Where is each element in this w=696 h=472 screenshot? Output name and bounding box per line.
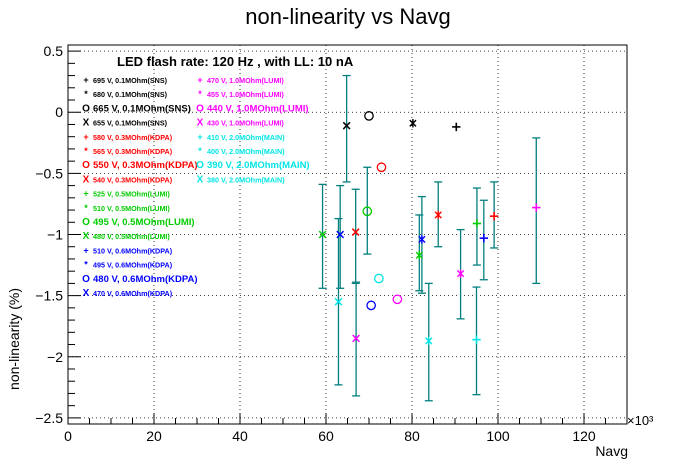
circle-marker xyxy=(364,111,374,121)
y-tick-label: −2 xyxy=(47,349,63,365)
legend-marker: + xyxy=(197,132,202,142)
legend-marker: X xyxy=(197,174,204,185)
legend-label: 680 V, 0.1MOhm(SNS) xyxy=(93,90,168,99)
cross-marker-b xyxy=(352,334,360,343)
legend-marker: * xyxy=(198,89,202,99)
legend-marker: O xyxy=(196,160,204,171)
circle-marker xyxy=(366,300,376,311)
y-tick-label: −0.5 xyxy=(35,165,63,181)
legend: +695 V, 0.1MOhm(SNS) * 680 V, 0.1MOhm(SNS)… xyxy=(82,75,309,299)
x-tick-label: 80 xyxy=(404,428,420,444)
legend-label: 480 V, 0.5MOhm(LUMI) xyxy=(93,232,170,241)
legend-marker: O xyxy=(82,160,90,171)
legend-marker: * xyxy=(84,89,88,99)
x-tick-label: 0 xyxy=(64,428,72,444)
legend-marker: * xyxy=(84,146,88,156)
legend-label: 540 V, 0.3MOhm(KDPA) xyxy=(93,175,173,184)
legend-marker: + xyxy=(83,245,88,255)
legend-marker: * xyxy=(84,203,88,213)
error-bars xyxy=(318,74,541,402)
legend-marker: O xyxy=(196,103,204,114)
cross-marker-b xyxy=(351,228,360,236)
legend-marker: O xyxy=(82,274,90,285)
legend-label: 510 V, 0.5MOhm(LUMI) xyxy=(93,204,170,213)
legend-marker: O xyxy=(82,103,90,114)
legend-label: 550 V, 0.3MOhm(KDPA) xyxy=(93,160,198,171)
data-markers xyxy=(318,111,541,346)
y-tick-label: 0.5 xyxy=(44,43,64,59)
legend-label: 410 V, 2.0MOhm(MAIN) xyxy=(207,133,285,142)
legend-label: 495 V, 0.5MOhm(LUMI) xyxy=(93,217,195,228)
legend-marker: + xyxy=(83,75,88,85)
x-axis-exponent: ×10³ xyxy=(627,413,654,428)
legend-label: 400 V, 2.0MOhm(MAIN) xyxy=(207,147,285,156)
legend-label: 470 V, 0.6MOhm(KDPA) xyxy=(93,289,173,298)
circle-marker xyxy=(376,162,387,173)
legend-marker: X xyxy=(83,174,90,185)
x-tick-label: 100 xyxy=(486,428,510,444)
cross-marker-b xyxy=(334,297,343,306)
circle-marker xyxy=(362,206,373,217)
legend-marker: + xyxy=(197,75,202,85)
x-axis-label: Navg xyxy=(595,443,628,459)
legend-label: 655 V, 0.1MOhm(SNS) xyxy=(93,119,168,128)
legend-label: 390 V, 2.0MOhm(MAIN) xyxy=(207,160,310,171)
legend-label: 470 V, 1.0MOhm(LUMI) xyxy=(207,76,284,85)
legend-label: 455 V, 1.0MOhm(LUMI) xyxy=(207,90,284,99)
legend-marker: X xyxy=(197,118,204,129)
legend-marker: * xyxy=(84,260,88,270)
x-tick-label: 20 xyxy=(146,428,162,444)
y-tick-label: −1 xyxy=(47,227,63,243)
x-tick-label: 60 xyxy=(318,428,334,444)
circle-marker xyxy=(392,294,403,305)
cross-marker-b xyxy=(336,230,345,239)
annotation-text: LED flash rate: 120 Hz , with LL: 10 nA xyxy=(117,54,354,69)
legend-marker: + xyxy=(83,132,88,142)
legend-label: 495 V, 0.6MOhm(KDPA) xyxy=(93,261,173,270)
axes: 0 20 40 60 80 100 120 0.5 0 −0.5 −1 −1.5 −2 −2.5 xyxy=(35,43,628,444)
x-tick-label: 120 xyxy=(572,428,596,444)
cross-marker-b xyxy=(342,121,351,130)
legend-label: 665 V, 0.1MOhm(SNS) xyxy=(93,103,191,114)
legend-marker: X xyxy=(83,288,90,299)
legend-marker: X xyxy=(83,118,90,129)
legend-label: 695 V, 0.1MOhm(SNS) xyxy=(93,76,168,85)
legend-label: 440 V, 1.0MOhm(LUMI) xyxy=(207,103,309,114)
y-tick-label: −2.5 xyxy=(35,410,63,426)
y-tick-label: −1.5 xyxy=(35,288,63,304)
y-tick-label: 0 xyxy=(55,104,63,120)
x-tick-label: 40 xyxy=(232,428,248,444)
legend-marker: O xyxy=(82,217,90,228)
y-axis-label: non-linearity (%) xyxy=(6,288,22,390)
legend-label: 380 V, 2.0MOhm(MAIN) xyxy=(207,175,285,184)
circle-marker xyxy=(374,273,384,284)
chart-title: non-linearity vs Navg xyxy=(245,4,450,29)
legend-label: 480 V, 0.6MOhm(KDPA) xyxy=(93,274,198,285)
legend-label: 525 V, 0.5MOhm(LUMI) xyxy=(93,190,170,199)
legend-label: 565 V, 0.3MOhm(KDPA) xyxy=(93,147,173,156)
cross-marker-b xyxy=(318,230,327,239)
legend-label: 510 V, 0.6MOhm(KDPA) xyxy=(93,246,173,255)
legend-marker: X xyxy=(83,231,90,242)
legend-label: 580 V, 0.3MOhm(KDPA) xyxy=(93,133,173,142)
legend-label: 430 V, 1.0MOhm(LUMI) xyxy=(207,119,284,128)
legend-marker: + xyxy=(83,189,88,199)
legend-marker: * xyxy=(198,146,202,156)
